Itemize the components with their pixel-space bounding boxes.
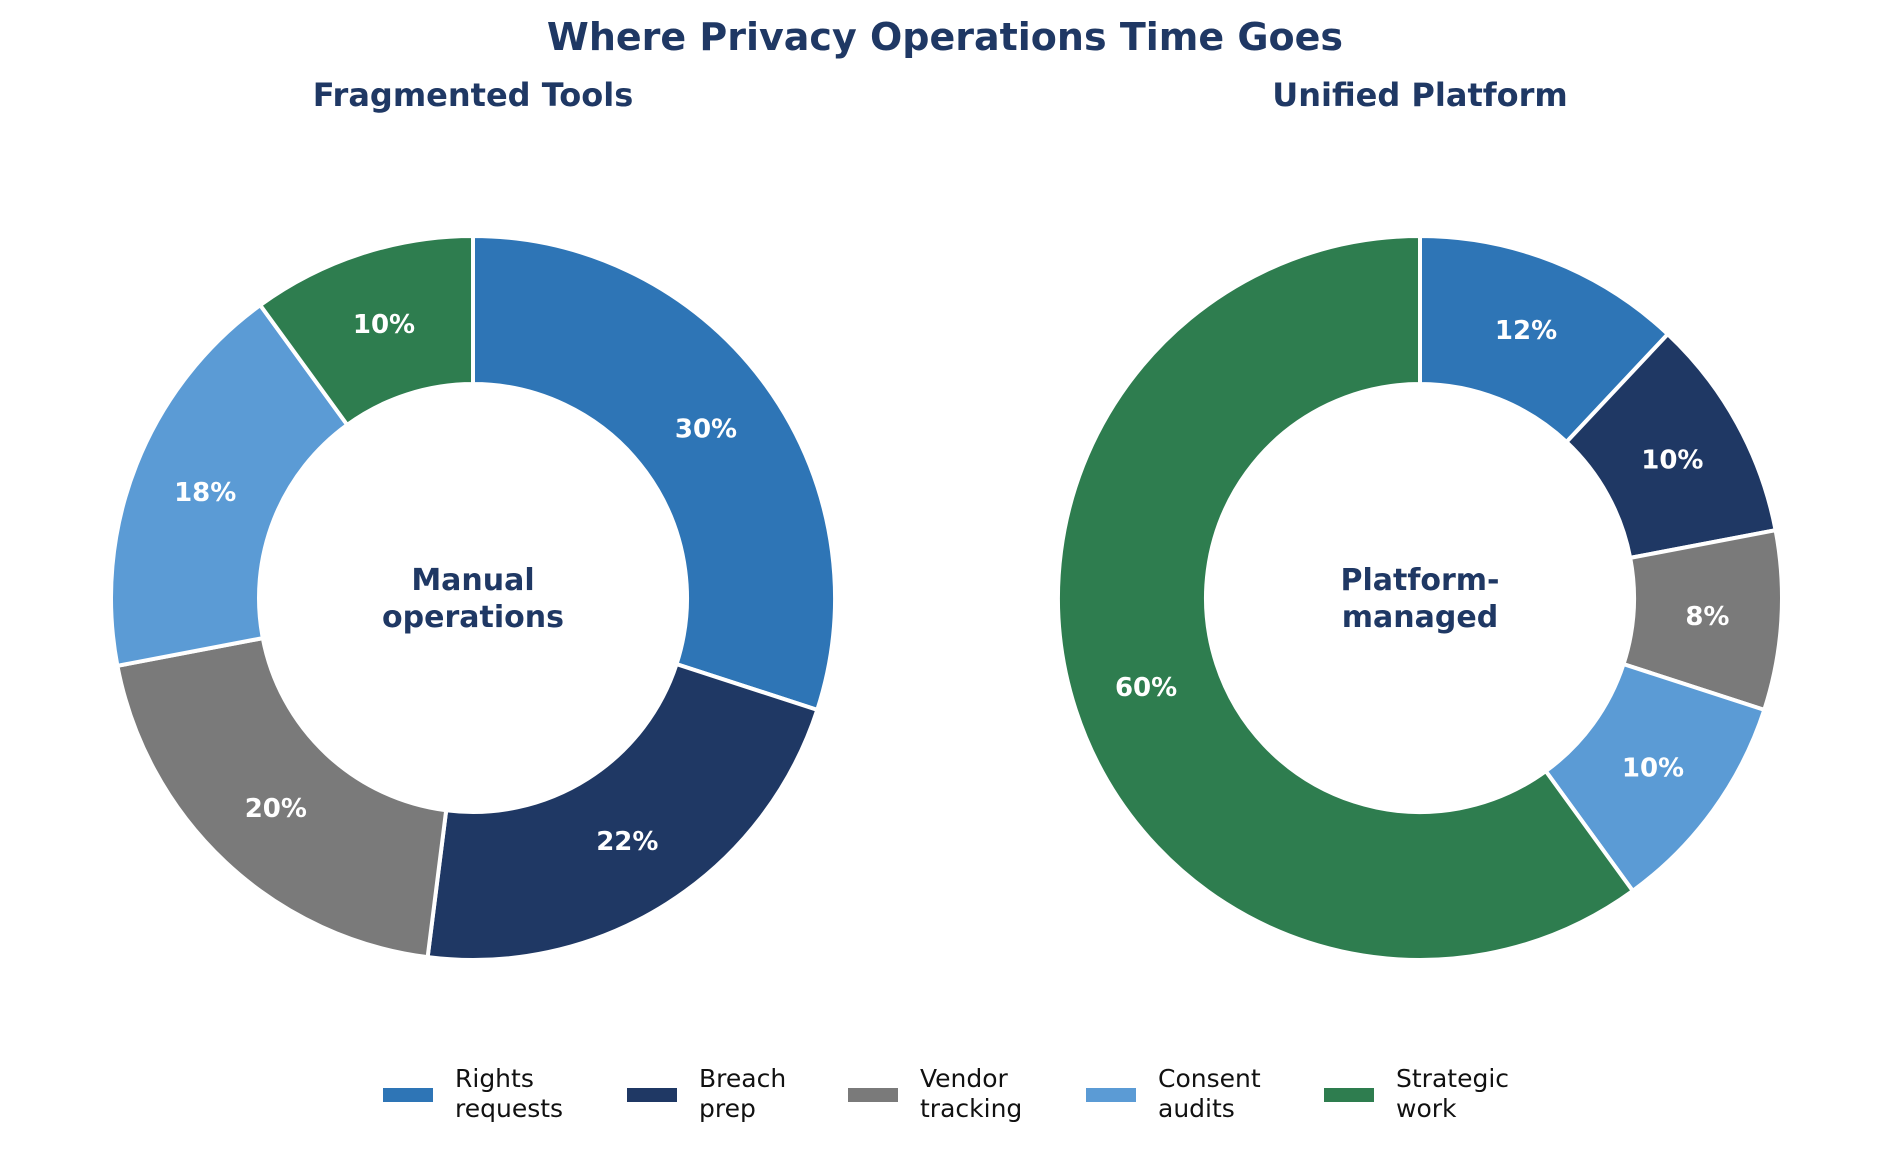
center-label-line: Platform- [1340,563,1499,598]
slice-label-vendor-tracking: 8% [1685,602,1729,632]
slice-rights-requests [471,233,837,713]
legend-label: Rights [455,1064,534,1093]
center-label-line: operations [382,600,564,635]
legend-swatch [848,1088,898,1102]
legend-swatch [1086,1088,1136,1102]
slice-label-strategic-work: 10% [353,310,415,340]
donut-unified-platform: 12% 10% 8% 10% 60% Platform-managed [1056,233,1784,962]
legend-label: requests [455,1094,563,1123]
legend-label: work [1396,1094,1457,1123]
slice-strategic-work [1056,233,1636,962]
center-label-line: Manual [411,563,534,598]
slice-strategic-work [257,233,475,428]
chart-title-unified: Unified Platform [1272,76,1568,114]
slice-consent-audits [109,302,351,669]
legend-swatch [627,1088,677,1102]
legend-label: Breach [699,1064,786,1093]
legend-label: prep [699,1094,756,1123]
slice-vendor-tracking [115,635,449,960]
slice-label-consent-audits: 18% [174,478,236,508]
legend-swatch [383,1088,433,1102]
legend-label: Consent [1158,1064,1261,1093]
slice-label-vendor-tracking: 20% [245,794,307,824]
slice-label-breach-prep: 22% [596,827,658,857]
legend-label: tracking [920,1094,1022,1123]
chart-title-fragmented: Fragmented Tools [313,76,634,114]
slice-label-rights-requests: 30% [675,415,737,445]
center-label-line: managed [1342,600,1498,635]
legend-label: Vendor [920,1064,1009,1093]
legend-swatch [1324,1088,1374,1102]
slice-label-consent-audits: 10% [1622,753,1684,783]
slice-breach-prep [425,661,820,962]
legend-label: audits [1158,1094,1235,1123]
slice-label-breach-prep: 10% [1641,445,1703,475]
legend-label: Strategic [1396,1064,1509,1093]
figure-title: Where Privacy Operations Time Goes [547,15,1343,59]
slice-label-rights-requests: 12% [1495,316,1557,346]
slice-label-strategic-work: 60% [1115,673,1177,703]
